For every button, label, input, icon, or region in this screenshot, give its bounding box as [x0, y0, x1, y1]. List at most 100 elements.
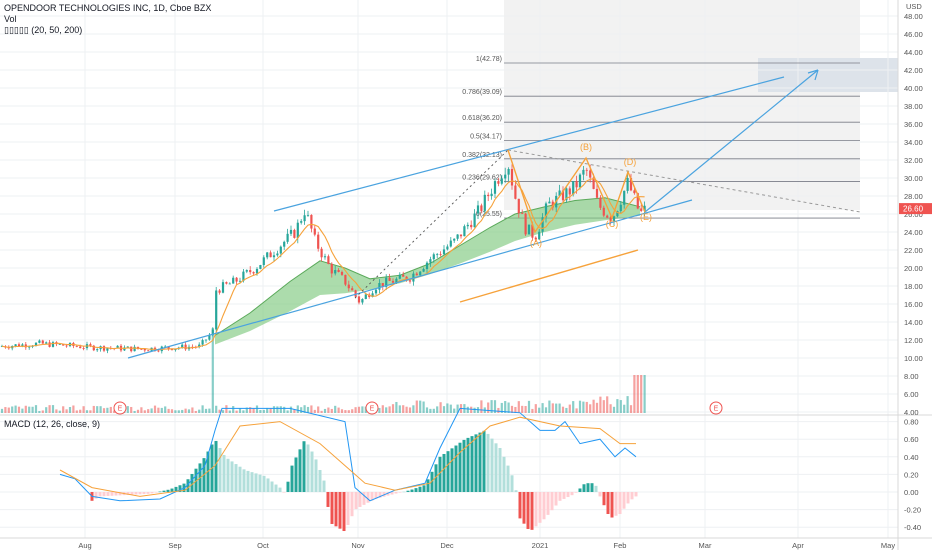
candle-body — [232, 277, 235, 284]
macd-histogram-bar — [94, 492, 98, 499]
macd-histogram-bar — [530, 492, 534, 530]
volume-bar — [385, 407, 388, 413]
volume-legend[interactable]: Vol — [4, 14, 17, 24]
candle-body — [595, 188, 599, 198]
volume-bar — [592, 399, 595, 413]
candle-body — [201, 340, 204, 345]
candle-body — [612, 216, 616, 222]
macd-legend[interactable]: MACD (12, 26, close, 9) — [4, 419, 101, 429]
fibonacci-retracement[interactable]: 1(42.78) 0.786(39.09) 0.618(36.20) 0.5(34.1… — [462, 56, 860, 219]
volume-bars — [0, 328, 646, 413]
macd-histogram-bar — [334, 492, 338, 527]
macd-histogram-bar — [490, 438, 494, 492]
volume-bar — [527, 400, 531, 413]
macd-histogram-bar — [102, 492, 106, 497]
volume-bar — [480, 400, 483, 413]
volume-bar — [140, 407, 143, 413]
candle-body — [446, 246, 449, 250]
volume-bar — [429, 408, 432, 413]
macd-histogram-bar — [394, 492, 398, 494]
macd-histogram-bar — [326, 492, 330, 507]
candle-body — [517, 198, 520, 214]
candle-body — [449, 240, 452, 247]
time-tick-label: Feb — [614, 541, 627, 550]
time-tick-label: Aug — [78, 541, 91, 550]
fib-level-label: 0.618(36.20) — [462, 115, 502, 122]
candle-body — [480, 205, 483, 211]
price-tick-label: 14.00 — [904, 318, 923, 327]
price-tick-label: 46.00 — [904, 30, 923, 39]
volume-bar — [402, 405, 405, 413]
macd-histogram-bar — [606, 492, 610, 514]
macd-histogram-bar — [410, 489, 414, 492]
macd-histogram-bar — [538, 492, 542, 523]
price-tick-label: 6.00 — [904, 390, 919, 399]
macd-histogram-bar — [346, 492, 350, 525]
price-tick-label: 48.00 — [904, 12, 923, 21]
macd-histogram-bar — [494, 443, 498, 492]
volume-bar — [327, 407, 330, 413]
candle-body — [453, 238, 456, 241]
macd-histogram-bar — [474, 434, 478, 492]
currency-label: USD — [906, 2, 922, 11]
macd-axis[interactable]: 0.80 0.60 0.40 0.20 0.00 -0.20 -0.40 — [904, 418, 921, 533]
candle-body — [521, 213, 524, 215]
macd-histogram-bar — [238, 466, 242, 492]
wave-pattern-path[interactable] — [507, 149, 646, 234]
volume-bar — [378, 407, 381, 413]
candle-body — [266, 252, 269, 258]
macd-histogram-bar — [314, 459, 318, 492]
volume-bar — [310, 405, 313, 413]
volume-bar — [623, 404, 626, 413]
macd-histogram-bar — [618, 492, 622, 514]
symbol-title[interactable]: OPENDOOR TECHNOLOGIES INC, 1D, Cboe BZX — [4, 3, 212, 13]
candle-body — [235, 277, 238, 282]
macd-histogram-bar — [586, 483, 590, 492]
volume-bar — [317, 406, 320, 413]
macd-histogram-bar — [594, 485, 598, 492]
macd-histogram-bar — [150, 492, 154, 494]
volume-bar — [160, 407, 163, 413]
macd-tick-label: -0.20 — [904, 506, 921, 515]
candle-body — [51, 342, 55, 347]
time-axis[interactable]: Aug Sep Oct Nov Dec 2021 Feb Mar Apr May — [78, 541, 895, 550]
volume-bar — [99, 406, 102, 413]
volume-bar — [640, 375, 643, 413]
macd-histogram-bar — [126, 492, 130, 495]
price-axis[interactable]: 48.00 46.00 44.00 42.00 40.00 38.00 36.00 34.00… — [904, 12, 923, 417]
macd-histogram-bar — [570, 492, 574, 496]
trendline-upper[interactable] — [273, 76, 785, 212]
volume-bar — [150, 408, 153, 413]
volume-bar — [34, 405, 38, 413]
macd-histogram-bar — [374, 492, 378, 499]
macd-histogram-bar — [190, 473, 194, 492]
candle-body — [493, 181, 497, 194]
candle-body — [572, 181, 575, 195]
volume-bar — [147, 409, 150, 413]
candle-body — [487, 194, 490, 197]
volume-bar — [565, 407, 568, 413]
volume-bar — [575, 408, 578, 413]
volume-bar — [419, 400, 422, 413]
volume-bar — [279, 406, 282, 413]
price-tick-label: 36.00 — [904, 120, 923, 129]
projection-arrow[interactable] — [644, 69, 819, 213]
macd-histogram-bar — [542, 492, 546, 520]
macd-histogram-bar — [266, 478, 270, 492]
candle-body — [419, 271, 422, 276]
candle-body — [531, 224, 534, 238]
ma-ribbon-legend[interactable]: ▯▯▯▯▯ (20, 50, 200) — [4, 25, 83, 35]
volume-bar — [473, 407, 476, 413]
macd-histogram-bar — [258, 474, 262, 492]
candle-body — [490, 193, 493, 197]
macd-histogram-bar — [510, 475, 514, 492]
candle-body — [391, 280, 395, 283]
volume-bar — [126, 406, 129, 413]
volume-bar — [85, 410, 89, 413]
macd-histogram-bar — [634, 492, 638, 497]
trendline-lower[interactable] — [127, 199, 693, 359]
macd-histogram-bar — [106, 492, 110, 496]
candle-body — [58, 344, 61, 345]
